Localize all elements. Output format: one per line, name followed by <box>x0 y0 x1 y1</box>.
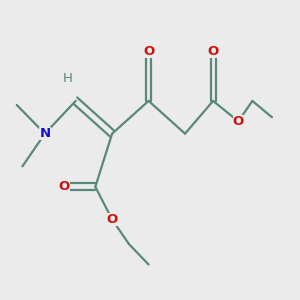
Text: O: O <box>208 45 219 58</box>
Text: H: H <box>62 72 72 85</box>
Text: O: O <box>143 45 154 58</box>
Text: O: O <box>233 115 244 128</box>
Text: N: N <box>39 127 50 140</box>
Text: O: O <box>59 180 70 193</box>
Text: O: O <box>106 213 118 226</box>
